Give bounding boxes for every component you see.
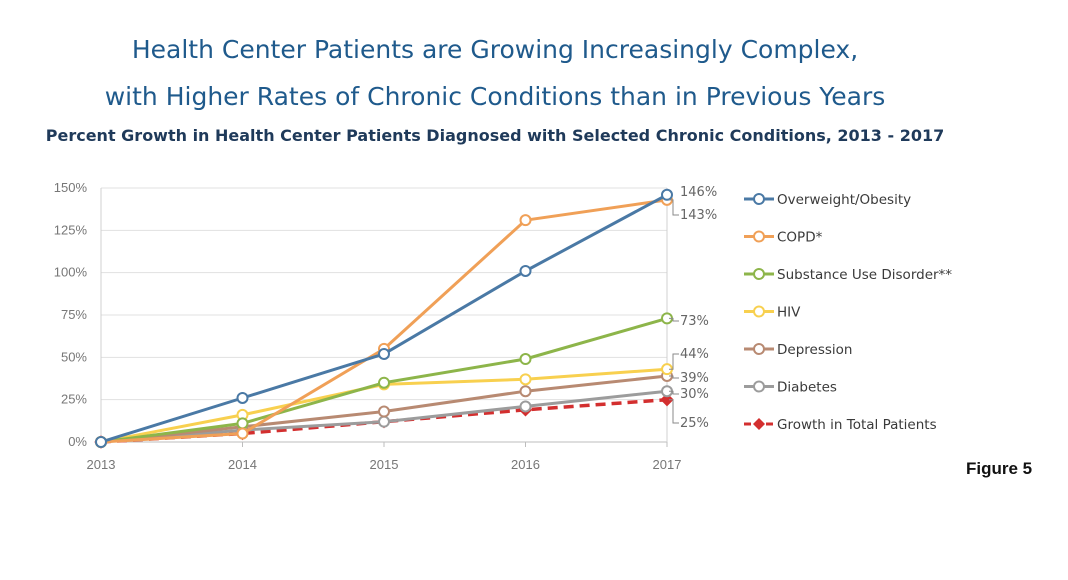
x-tick-label: 2017 (653, 457, 682, 472)
data-point (378, 347, 390, 360)
data-point (660, 392, 674, 407)
data-point (519, 373, 532, 386)
legend-swatch-marker (753, 343, 765, 355)
legend-label: Depression (777, 342, 852, 358)
legend-item: Substance Use Disorder** (744, 267, 952, 283)
legend-swatch-marker (753, 230, 765, 243)
data-point (519, 264, 532, 277)
end-label-leader (669, 353, 679, 370)
legend-swatch-marker (753, 268, 765, 280)
figure-label: Figure 5 (966, 459, 1033, 478)
x-tick-label: 2015 (370, 457, 399, 472)
end-label: 73% (680, 314, 709, 329)
data-point (95, 436, 107, 448)
end-label-leader (669, 390, 679, 395)
x-tick-label: 2013 (87, 457, 116, 472)
data-point (519, 353, 532, 366)
chart-title-line-2: with Higher Rates of Chronic Conditions … (104, 82, 886, 111)
series-layer (94, 188, 674, 449)
chart-subtitle: Percent Growth in Health Center Patients… (45, 126, 945, 145)
end-label: 25% (680, 416, 709, 431)
data-point (378, 405, 390, 418)
data-point (378, 415, 390, 428)
legend-label: Substance Use Disorder** (777, 267, 952, 283)
end-label-leader (669, 399, 679, 424)
data-point (236, 417, 249, 430)
legend-item: Depression (744, 342, 852, 358)
legend: Overweight/Obesity COPD* Substance Use Dis… (744, 192, 952, 433)
y-tick-label: 75% (61, 307, 87, 322)
y-tick-label: 25% (61, 392, 87, 407)
legend-swatch-marker (753, 380, 765, 393)
legend-label: Overweight/Obesity (777, 192, 911, 208)
end-label: 30% (680, 387, 709, 402)
legend-swatch-marker (753, 305, 765, 318)
legend-label: Growth in Total Patients (777, 417, 937, 433)
legend-label: COPD* (777, 230, 823, 246)
data-point (236, 391, 249, 404)
legend-swatch-marker (753, 193, 765, 205)
legend-item: COPD* (744, 230, 823, 246)
legend-label: HIV (777, 305, 801, 321)
x-tick-label: 2014 (228, 457, 257, 472)
grid-layer (100, 187, 668, 443)
legend-item: Overweight/Obesity (744, 192, 911, 208)
data-point (236, 427, 249, 440)
legend-label: Diabetes (777, 380, 837, 396)
data-point (519, 385, 532, 398)
end-label-layer: 146% 143% 73% 44% 39%30% 25% (669, 185, 717, 431)
axis-layer: 0% 25% 50% 75% 100% 125% 150% 2013 2014 2015 2016 2… (54, 180, 682, 472)
end-label: 44% (680, 347, 709, 362)
y-tick-label: 100% (54, 265, 88, 280)
y-tick-label: 150% (54, 180, 88, 195)
end-label: 39% (680, 371, 709, 386)
data-point (519, 400, 532, 413)
data-point (661, 188, 673, 201)
y-tick-label: 50% (61, 349, 87, 364)
legend-item: Diabetes (744, 380, 837, 396)
data-point (378, 376, 390, 389)
x-tick-label: 2016 (511, 457, 540, 472)
end-label: 143% (680, 208, 717, 223)
y-tick-label: 125% (54, 222, 88, 237)
end-label-leader (669, 317, 679, 322)
end-label-leader (669, 199, 679, 216)
data-point (519, 214, 532, 227)
legend-swatch-marker (753, 418, 765, 430)
legend-item: Growth in Total Patients (744, 417, 937, 433)
legend-item: HIV (744, 305, 801, 321)
end-label-leader (669, 375, 679, 379)
series-line-growth-in-total-patients (100, 397, 668, 444)
y-tick-label: 0% (68, 434, 87, 449)
chart-title-line-1: Health Center Patients are Growing Incre… (131, 35, 859, 64)
end-label: 146% (680, 185, 717, 200)
